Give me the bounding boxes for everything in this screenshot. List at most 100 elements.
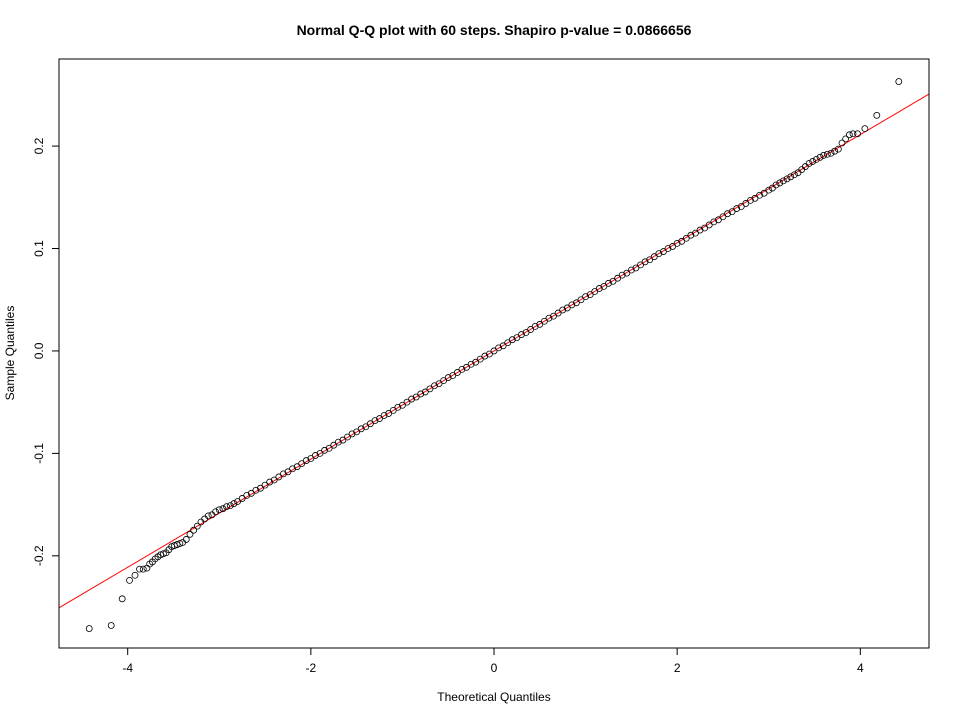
data-point [536, 320, 544, 328]
data-point [776, 179, 784, 187]
x-tick-label: 4 [857, 661, 864, 675]
data-point [334, 438, 342, 446]
data-point [193, 522, 201, 530]
y-tick-label: -0.1 [32, 443, 46, 464]
data-point [376, 415, 383, 422]
data-point [208, 511, 216, 519]
data-point [440, 377, 448, 385]
data-point [270, 476, 278, 484]
data-point [522, 329, 530, 336]
data-point [353, 428, 361, 436]
data-point [650, 253, 658, 261]
y-axis-label: Sample Quantiles [3, 306, 17, 401]
data-point [834, 145, 842, 153]
data-point [371, 417, 379, 424]
data-point [307, 455, 315, 462]
data-point [609, 277, 617, 285]
data-point [895, 78, 903, 85]
data-point [701, 224, 709, 232]
data-point [531, 322, 539, 330]
data-point [787, 173, 795, 181]
data-point [559, 306, 567, 314]
data-point [261, 481, 269, 489]
data-point [417, 390, 425, 398]
data-point [669, 243, 676, 250]
data-point [779, 177, 787, 185]
data-point [139, 565, 147, 573]
data-point [737, 203, 745, 210]
data-point [408, 395, 415, 403]
y-tick-label: 0.2 [32, 137, 46, 154]
data-point [238, 495, 246, 502]
data-point [490, 347, 498, 355]
data-point [463, 363, 470, 371]
data-point [431, 382, 438, 390]
data-point [458, 365, 466, 373]
data-point [595, 285, 603, 292]
data-point [687, 231, 695, 239]
data-point [724, 210, 731, 218]
y-tick-label: 0.1 [32, 240, 46, 257]
data-point [212, 508, 220, 516]
data-point [330, 441, 338, 449]
data-point [403, 398, 411, 406]
data-point [131, 571, 139, 579]
chart-title: Normal Q-Q plot with 60 steps. Shapiro p… [297, 22, 692, 38]
data-point [481, 352, 489, 360]
data-point [710, 218, 718, 226]
data-point [426, 385, 434, 393]
data-point [660, 248, 667, 255]
data-point [728, 208, 736, 216]
data-point [380, 412, 388, 419]
data-point [756, 191, 763, 199]
data-point [582, 293, 589, 301]
data-point [421, 388, 429, 396]
data-point [873, 111, 881, 119]
data-point [632, 264, 640, 272]
x-axis-label: Theoretical Quantiles [437, 690, 550, 704]
data-point [573, 299, 580, 307]
data-point [664, 245, 672, 252]
data-points [85, 78, 903, 632]
data-point [696, 226, 704, 234]
data-point [568, 301, 576, 309]
y-tick-label: 0.0 [32, 342, 46, 359]
x-tick-label: -2 [306, 661, 317, 675]
data-point [842, 135, 850, 143]
data-point [504, 339, 512, 347]
data-point [513, 334, 521, 342]
data-point [540, 317, 548, 325]
x-tick-label: 0 [491, 661, 498, 675]
data-point [719, 213, 727, 221]
data-point [279, 470, 287, 478]
data-point [765, 186, 773, 194]
data-point [215, 506, 223, 514]
data-point [495, 344, 502, 352]
data-point [577, 296, 585, 304]
data-point [682, 234, 690, 242]
x-tick-label: -4 [122, 661, 133, 675]
data-point [655, 250, 663, 258]
data-point [325, 444, 333, 452]
data-point [627, 266, 635, 274]
data-point [838, 139, 846, 147]
data-point [692, 229, 699, 237]
data-point [614, 274, 622, 282]
data-point [293, 463, 301, 471]
data-point [204, 512, 212, 520]
data-point [226, 502, 234, 510]
data-point [444, 374, 452, 381]
data-point [85, 625, 93, 632]
x-axis: -4 -2 0 2 4 [122, 648, 864, 675]
data-point [223, 503, 230, 511]
data-point [118, 595, 126, 603]
x-tick-label: 2 [674, 661, 681, 675]
data-point [600, 283, 608, 290]
data-point [275, 473, 283, 481]
data-point [823, 150, 831, 158]
data-point [586, 291, 594, 299]
data-point [849, 130, 857, 138]
data-point [545, 314, 553, 322]
data-point [357, 425, 365, 433]
